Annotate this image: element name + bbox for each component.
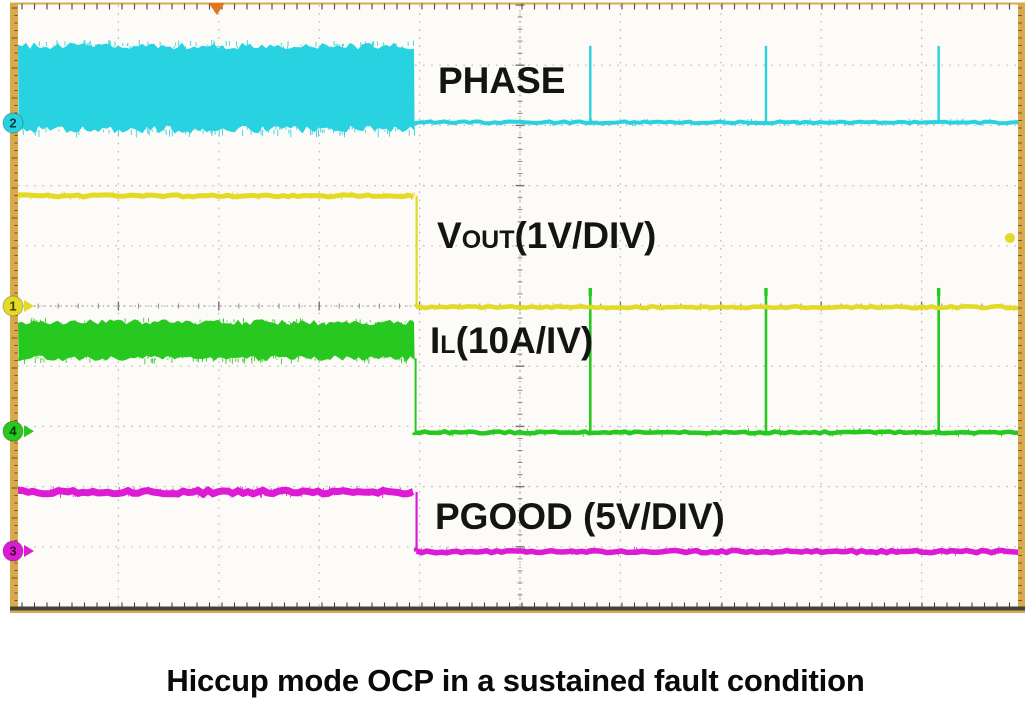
svg-text:4: 4 (9, 424, 17, 439)
vout-trace-label: VOUT(1V/DIV) (437, 215, 656, 257)
il-trace-label: IL(10A/IV) (430, 320, 593, 362)
oscilloscope-screen: 2 1 4 3 PHASE VOUT(1V/DIV) IL(10A/IV) PGOOD… (2, 2, 1025, 613)
vout-label-scale: (1V/DIV) (514, 215, 657, 256)
svg-text:3: 3 (9, 544, 16, 559)
figure-caption: Hiccup mode OCP in a sustained fault con… (166, 663, 865, 698)
il-label-subscript: L (440, 331, 456, 359)
pgood-label-text: PGOOD (5V/DIV) (435, 496, 725, 537)
waveform-plot: 2 1 4 3 (2, 2, 1025, 613)
pgood-trace-label: PGOOD (5V/DIV) (435, 496, 725, 538)
il-label-scale: (10A/IV) (455, 320, 594, 361)
svg-text:2: 2 (9, 115, 16, 130)
phase-trace-label: PHASE (438, 60, 565, 102)
phase-label-text: PHASE (438, 60, 566, 101)
vout-label-symbol: V (437, 215, 462, 256)
vout-label-subscript: OUT (461, 226, 515, 254)
il-label-symbol: I (430, 320, 441, 361)
svg-text:1: 1 (9, 299, 16, 314)
